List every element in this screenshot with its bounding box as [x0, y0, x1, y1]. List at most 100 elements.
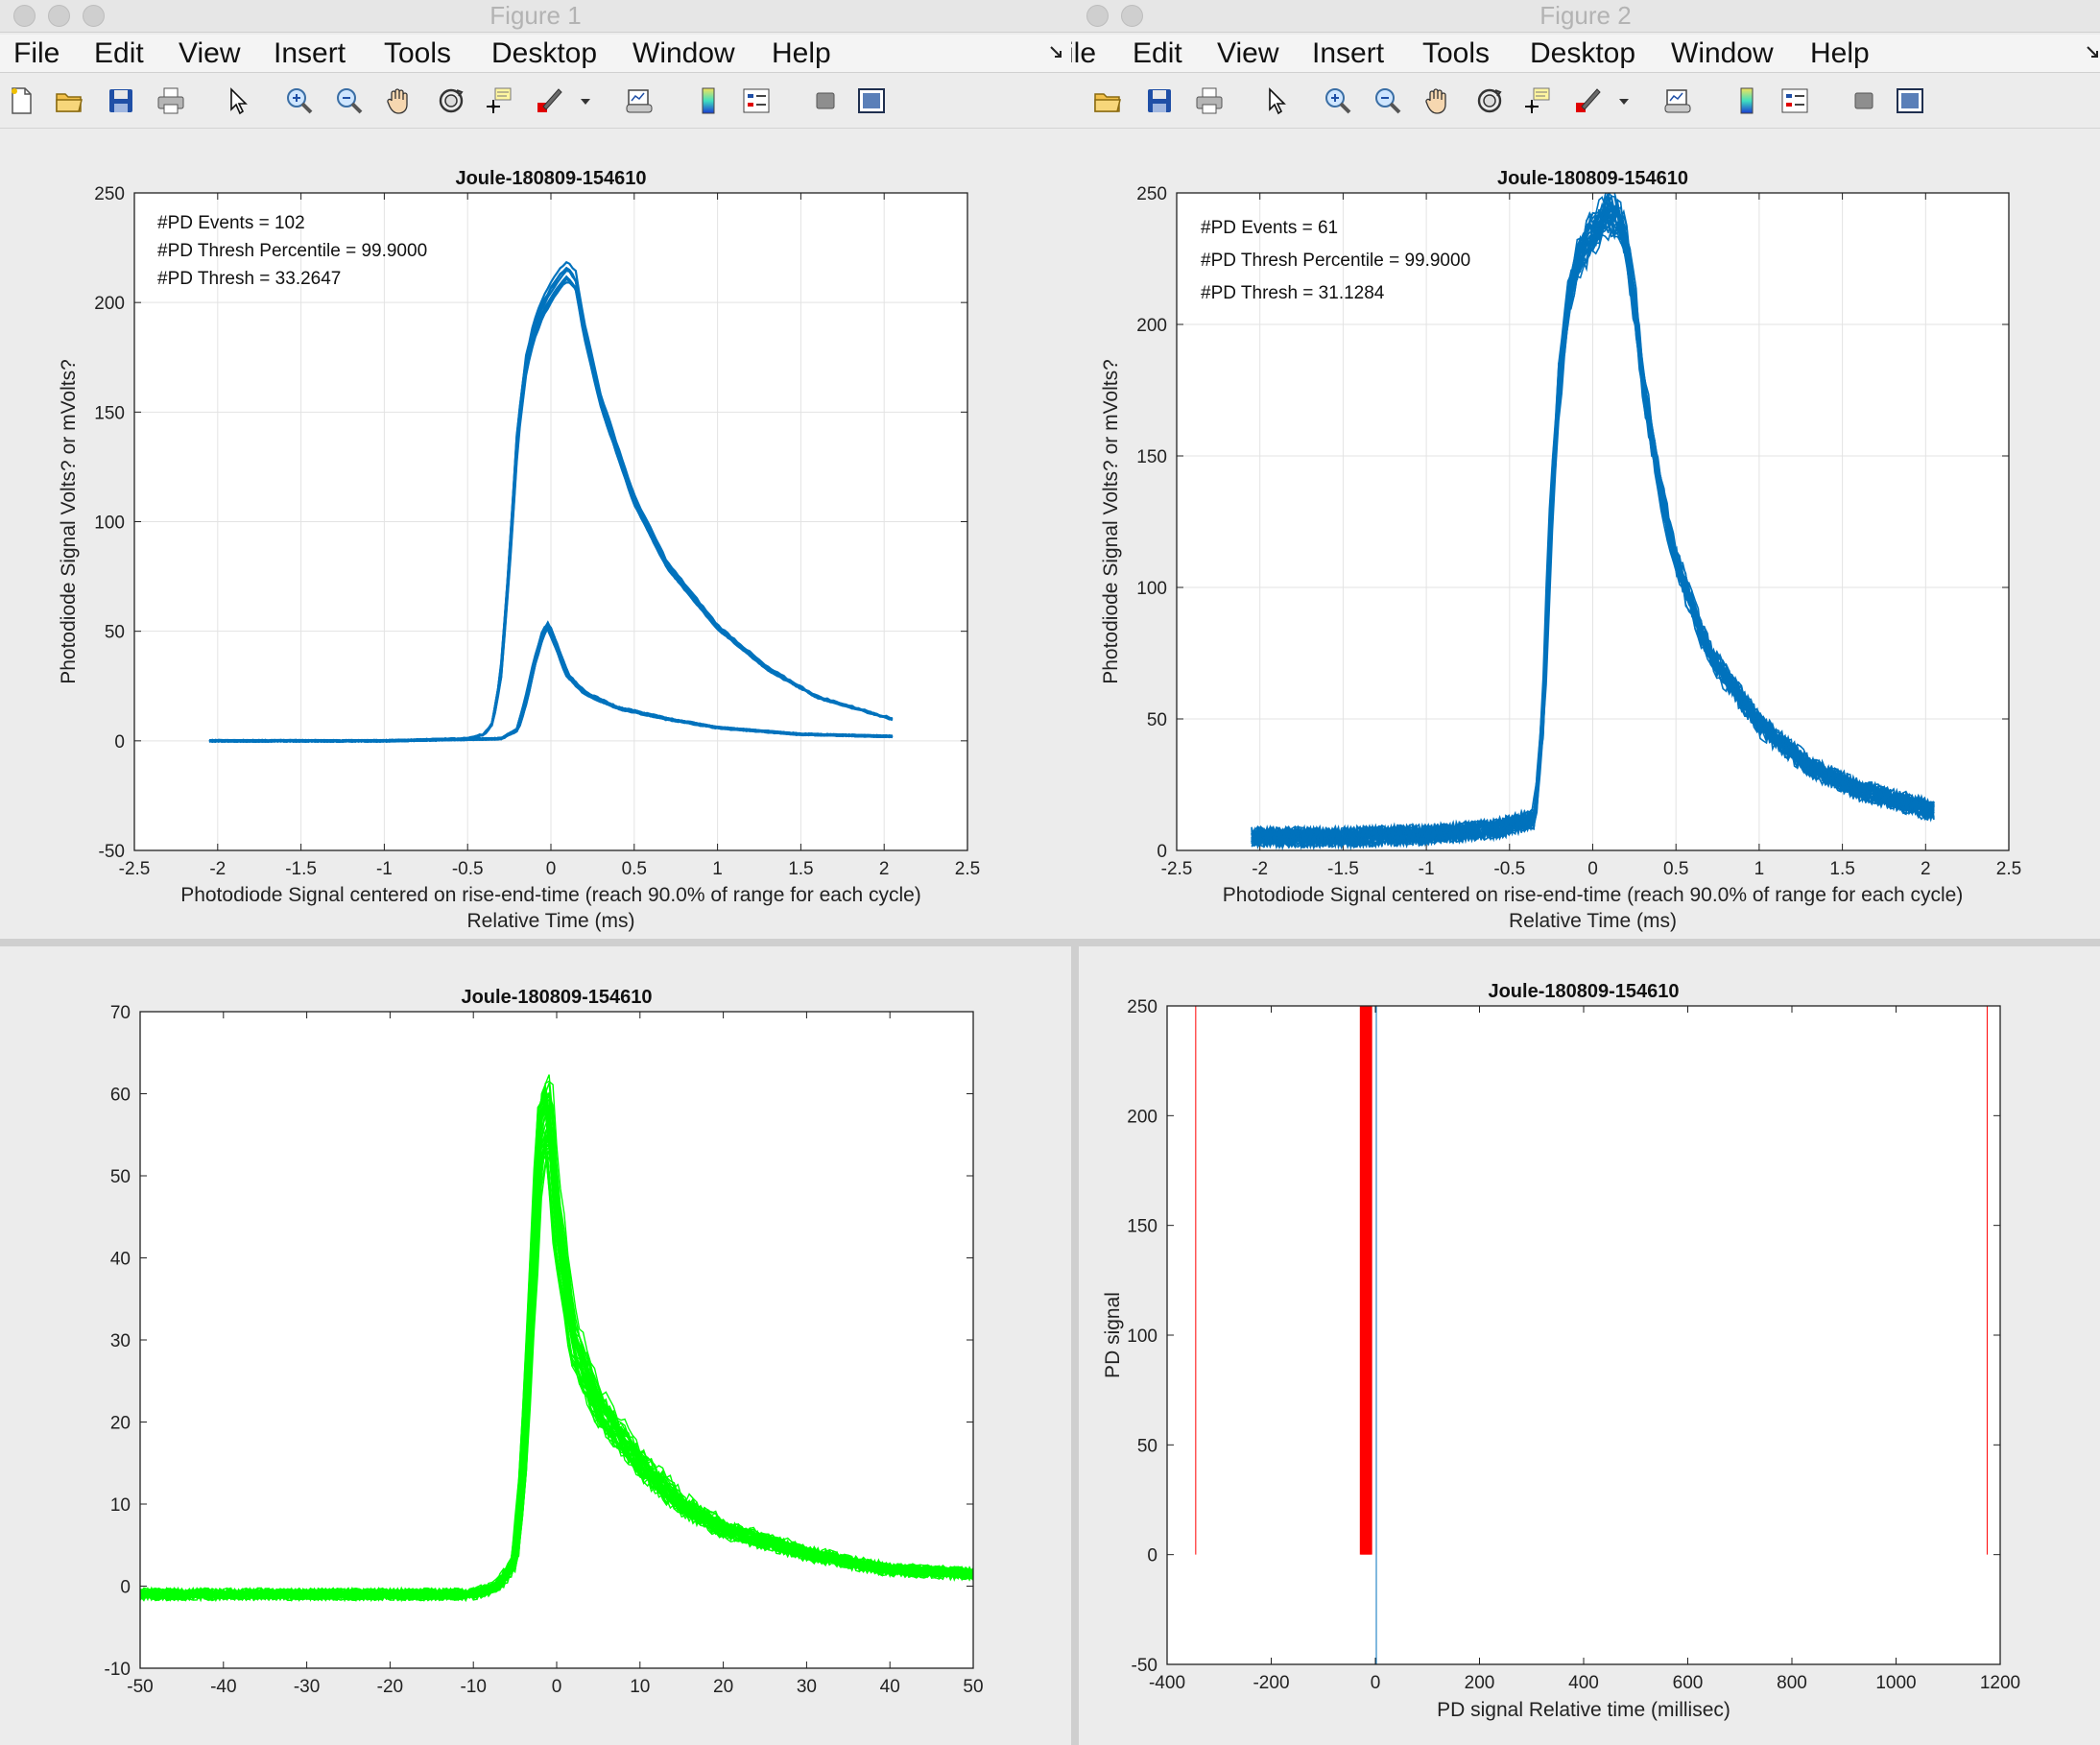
annotation-text: #PD Thresh = 33.2647 — [157, 269, 341, 289]
minimize-button[interactable] — [48, 5, 70, 27]
x-tick-label: 0 — [1587, 859, 1598, 879]
dock-arrow-icon[interactable] — [2085, 44, 2100, 61]
menu-view[interactable]: View — [179, 37, 241, 69]
bottom-right-figure[interactable]: -400 -200 0 200 400 600 800 1000 1200 -50 0 50 100 15… — [1079, 946, 2100, 1745]
save-icon[interactable] — [106, 85, 136, 116]
menu-help[interactable]: Help — [772, 37, 831, 69]
y-tick-label: 150 — [1136, 447, 1167, 467]
rotate-3d-icon[interactable] — [436, 85, 466, 116]
menu-file[interactable]: File — [13, 37, 60, 69]
figure-2-window[interactable]: Figure 2 ile Edit View Insert Tools Desk… — [1071, 0, 2100, 939]
link-plot-icon[interactable] — [624, 85, 655, 116]
y-tick-label: 100 — [94, 514, 125, 534]
x-tick-label: -400 — [1149, 1673, 1185, 1693]
y-tick-label: 0 — [1147, 1546, 1157, 1566]
brush-icon[interactable] — [534, 85, 564, 116]
hide-plot-tools-icon[interactable] — [810, 85, 841, 116]
menu-desktop[interactable]: Desktop — [491, 37, 598, 69]
figure-1-toolbar — [0, 74, 1071, 129]
menu-window[interactable]: Window — [632, 37, 735, 69]
minimize-button[interactable] — [1121, 5, 1143, 27]
menu-insert[interactable]: Insert — [274, 37, 346, 69]
pan-hand-icon[interactable] — [1422, 85, 1453, 116]
y-tick-label: 250 — [1136, 184, 1167, 204]
colorbar-icon[interactable] — [1731, 85, 1762, 116]
hide-plot-tools-icon[interactable] — [1849, 85, 1879, 116]
zoom-button[interactable] — [83, 5, 105, 27]
arrow-pointer-icon[interactable] — [223, 85, 253, 116]
pan-hand-icon[interactable] — [384, 85, 415, 116]
x-tick-label: -20 — [377, 1677, 403, 1697]
figure-2-plot-area: -2.5 -2 -1.5 -1 -0.5 0 0.5 1 1.5 2 2.5 0 50 100 150 200… — [1071, 130, 2100, 939]
x-axis-label: Photodiode Signal centered on rise-end-t… — [1223, 884, 1964, 906]
menu-help[interactable]: Help — [1810, 37, 1870, 69]
y-tick-label: 200 — [94, 294, 125, 314]
legend-icon[interactable] — [1779, 85, 1810, 116]
menu-window[interactable]: Window — [1671, 37, 1774, 69]
open-folder-icon[interactable] — [54, 85, 84, 116]
new-file-icon[interactable] — [6, 85, 36, 116]
menu-edit[interactable]: Edit — [1133, 37, 1182, 69]
zoom-out-icon[interactable] — [334, 85, 365, 116]
y-tick-label: 250 — [94, 184, 125, 204]
x-tick-label: 1 — [1754, 859, 1765, 879]
close-button[interactable] — [13, 5, 36, 27]
x-tick-label: 1 — [712, 859, 723, 879]
x-axis-label: PD signal Relative time (millisec) — [1437, 1699, 1730, 1721]
zoom-in-icon[interactable] — [1323, 85, 1353, 116]
menu-insert[interactable]: Insert — [1312, 37, 1385, 69]
figure-2-menubar: ile Edit View Insert Tools Desktop Windo… — [1071, 35, 2100, 73]
figure-1-axes[interactable]: -2.5 -2 -1.5 -1 -0.5 0 0.5 1 1.5 2 2.5 -50 0 50 100 150… — [0, 130, 1071, 939]
menu-tools[interactable]: Tools — [1422, 37, 1491, 69]
legend-icon[interactable] — [741, 85, 772, 116]
y-tick-label: 0 — [114, 732, 125, 753]
bottom-left-axes[interactable]: -50 -40 -30 -20 -10 0 10 20 30 40 50 -10 0 10 20 30 40 50… — [0, 946, 1071, 1745]
y-tick-label: -50 — [99, 842, 125, 862]
zoom-out-icon[interactable] — [1372, 85, 1403, 116]
data-trace — [140, 1128, 973, 1601]
x-tick-label: 2.5 — [1996, 859, 2021, 879]
y-tick-label: 150 — [1127, 1217, 1157, 1237]
x-tick-label: 400 — [1568, 1673, 1599, 1693]
zoom-in-icon[interactable] — [284, 85, 315, 116]
menu-edit[interactable]: Edit — [94, 37, 144, 69]
menu-desktop[interactable]: Desktop — [1530, 37, 1636, 69]
menu-view[interactable]: View — [1217, 37, 1279, 69]
x-tick-label: -1.5 — [285, 859, 317, 879]
show-plot-tools-icon[interactable] — [856, 85, 887, 116]
figure-1-titlebar[interactable]: Figure 1 — [0, 0, 1071, 33]
figure-2-axes[interactable]: -2.5 -2 -1.5 -1 -0.5 0 0.5 1 1.5 2 2.5 0 50 100 150 200… — [1071, 130, 2100, 939]
figure-1-plot-area: -2.5 -2 -1.5 -1 -0.5 0 0.5 1 1.5 2 2.5 -50 0 50 100 150… — [0, 130, 1071, 939]
arrow-pointer-icon[interactable] — [1261, 85, 1292, 116]
bottom-right-axes[interactable]: -400 -200 0 200 400 600 800 1000 1200 -50 0 50 100 15… — [1079, 946, 2100, 1745]
figure-2-titlebar[interactable]: Figure 2 — [1071, 0, 2100, 33]
show-plot-tools-icon[interactable] — [1895, 85, 1925, 116]
figure-1-window[interactable]: Figure 1 File Edit View Insert Tools Des… — [0, 0, 1071, 939]
bottom-left-figure[interactable]: -50 -40 -30 -20 -10 0 10 20 30 40 50 -10 0 10 20 30 40 50… — [0, 946, 1071, 1745]
chart-title: Joule-180809-154610 — [1488, 981, 1679, 1002]
menu-tools[interactable]: Tools — [384, 37, 452, 69]
data-cursor-icon[interactable] — [1522, 85, 1553, 116]
x-tick-label: -10 — [460, 1677, 486, 1697]
menu-file[interactable]: ile — [1071, 37, 1097, 69]
data-cursor-icon[interactable] — [484, 85, 514, 116]
data-trace — [208, 623, 894, 743]
close-button[interactable] — [1086, 5, 1109, 27]
x-tick-label: 2 — [879, 859, 890, 879]
colorbar-icon[interactable] — [693, 85, 724, 116]
print-icon[interactable] — [1194, 85, 1225, 116]
axes-frame — [133, 192, 968, 851]
dock-arrow-icon[interactable] — [1048, 44, 1065, 61]
link-plot-icon[interactable] — [1662, 85, 1693, 116]
x-tick-label: 30 — [797, 1677, 817, 1697]
x-tick-label: -200 — [1253, 1673, 1289, 1693]
axes-frame — [139, 1011, 974, 1669]
dropdown-arrow-icon[interactable] — [1618, 97, 1630, 107]
dropdown-arrow-icon[interactable] — [580, 97, 591, 107]
open-folder-icon[interactable] — [1092, 85, 1123, 116]
y-axis-label: Photodiode Signal Volts? or mVolts? — [1100, 359, 1122, 684]
brush-icon[interactable] — [1572, 85, 1603, 116]
print-icon[interactable] — [155, 85, 186, 116]
rotate-3d-icon[interactable] — [1474, 85, 1505, 116]
save-icon[interactable] — [1144, 85, 1175, 116]
